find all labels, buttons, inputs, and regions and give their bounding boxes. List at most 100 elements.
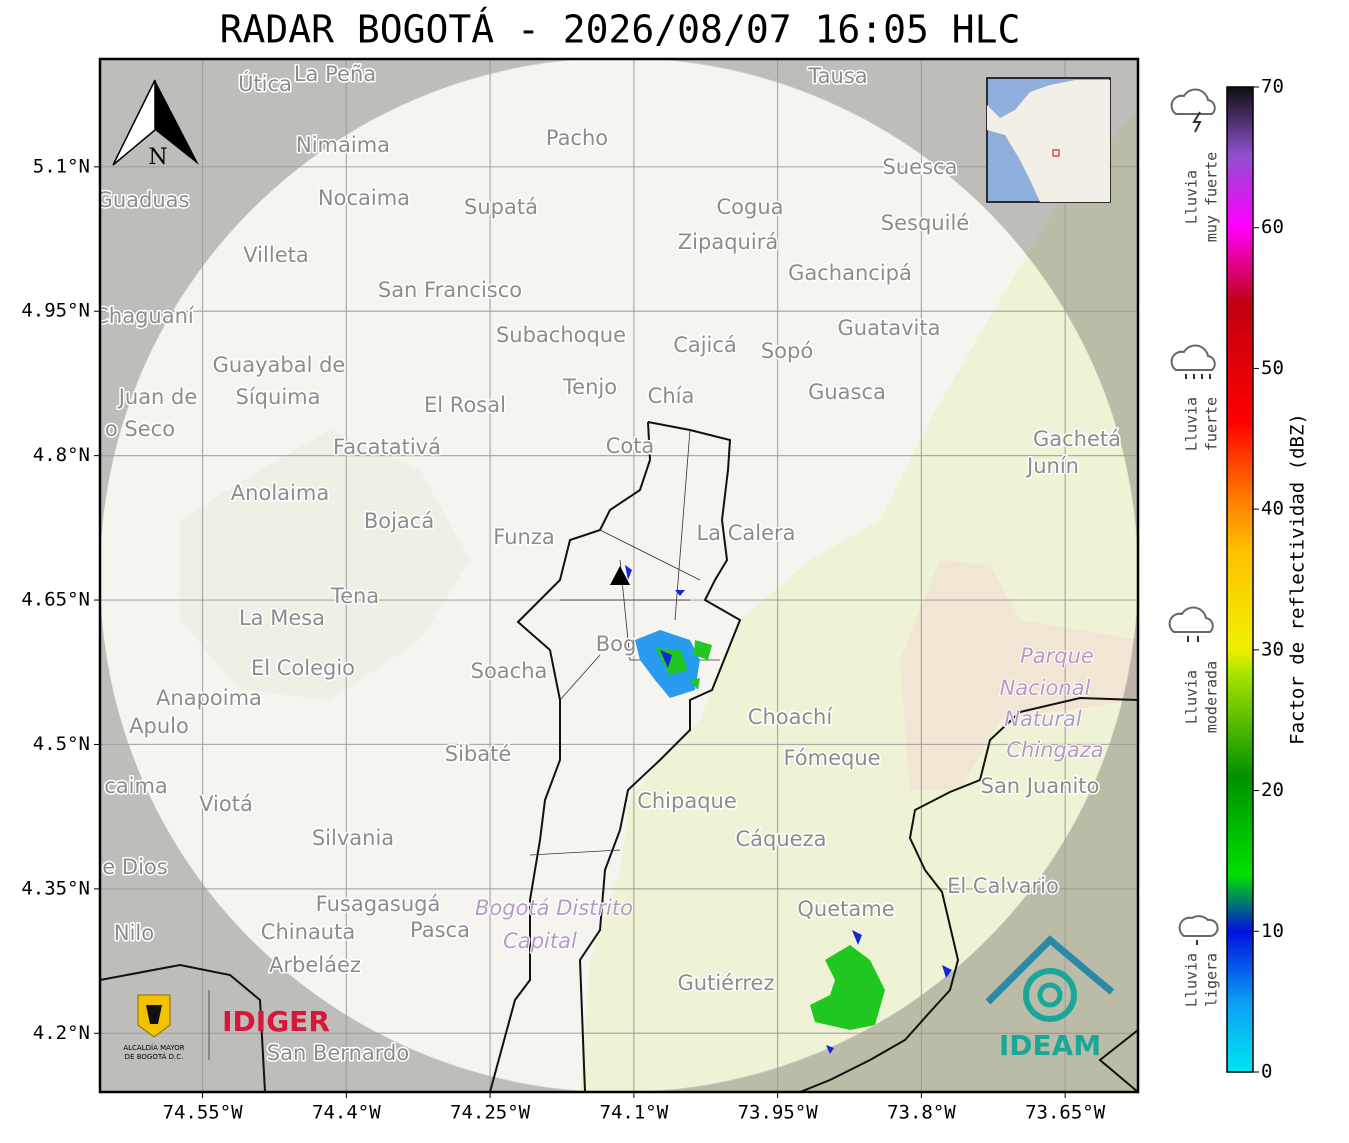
legend-label: fuerte: [1203, 397, 1221, 451]
place-label: El Colegio: [251, 656, 355, 680]
colorbar-tick-label: 50: [1261, 357, 1284, 379]
place-label: Supatá: [464, 195, 538, 219]
place-label: Guatavita: [838, 316, 941, 340]
legend-label: Lluvia: [1183, 170, 1201, 224]
place-label: Funza: [493, 525, 554, 549]
y-tick-label: 4.8°N: [33, 444, 90, 466]
department-boundary: [100, 696, 1138, 1092]
place-label: Cajicá: [673, 333, 737, 357]
place-label: Cogua: [716, 195, 783, 219]
park-area: [900, 560, 1138, 790]
place-label: caima: [104, 774, 168, 798]
ideam-text: IDEAM: [999, 1029, 1101, 1062]
place-label: Guaduas: [97, 188, 190, 212]
inset-map: [986, 77, 1111, 203]
x-tick-label: 73.95°W: [738, 1102, 819, 1124]
place-label: Guasca: [808, 380, 886, 404]
place-label: Anapoima: [156, 686, 262, 710]
colorbar: [1226, 86, 1254, 1073]
idiger-logo: IDIGER: [222, 1005, 330, 1038]
legend-label: moderada: [1203, 661, 1221, 733]
x-tick-label: 74.4°W: [312, 1102, 381, 1124]
place-label: Nocaima: [318, 186, 410, 210]
place-label: Soacha: [471, 659, 548, 683]
echo: [810, 945, 885, 1030]
colorbar-tick-label: 40: [1261, 498, 1284, 520]
place-label: El Calvario: [947, 874, 1059, 898]
title: RADAR BOGOTÁ - 2026/08/07 16:05 HLC: [220, 8, 1021, 52]
north-label: N: [148, 145, 167, 170]
place-label: Gachancipá: [788, 261, 912, 285]
map: Útica La Peña Tausa Pacho Nimaima Suesca Guadu…: [94, 59, 1138, 1092]
legend-label: Lluvia: [1183, 670, 1201, 724]
place-label: Junín: [1025, 454, 1079, 478]
alcaldia-logo: ALCALDÍA MAYOR DE BOGOTÁ D.C.: [123, 990, 210, 1061]
place-label: Zipaquirá: [678, 230, 778, 254]
colorbar-tick-label: 0: [1261, 1061, 1272, 1083]
colorbar-tick-label: 60: [1261, 216, 1284, 238]
place-label: Tausa: [807, 64, 867, 88]
place-label: Pasca: [410, 918, 470, 942]
place-label: La Mesa: [239, 606, 325, 630]
place-label: Natural: [1004, 707, 1082, 731]
place-label: La Calera: [696, 521, 795, 545]
colorbar-tick-label: 30: [1261, 638, 1284, 660]
x-tick-label: 74.25°W: [450, 1102, 531, 1124]
x-tick-label: 74.1°W: [600, 1102, 669, 1124]
place-label: Fusagasugá: [316, 892, 441, 916]
place-label: Juan de: [117, 385, 198, 409]
y-tick-label: 5.1°N: [33, 155, 90, 177]
colorbar-label: Factor de reflectividad (dBZ): [1287, 413, 1309, 745]
y-tick-label: 4.5°N: [33, 733, 90, 755]
place-label: Subachoque: [496, 323, 626, 347]
place-label: Parque: [1020, 644, 1094, 668]
legend-label: Lluvia: [1183, 953, 1201, 1007]
place-label: Viotá: [199, 792, 253, 816]
place-label: Capital: [503, 929, 577, 953]
logo-text: DE BOGOTÁ D.C.: [125, 1052, 184, 1061]
legend-icons: [1168, 88, 1219, 945]
place-label: Chingaza: [1006, 738, 1103, 762]
y-tick-label: 4.2°N: [33, 1022, 90, 1044]
radar-echoes: [625, 565, 952, 1054]
place-label: Útica: [238, 71, 292, 96]
place-label: Nacional: [1000, 676, 1091, 700]
place-label: Arbeláez: [269, 953, 361, 977]
place-label: Sibaté: [445, 742, 512, 766]
place-label: Villeta: [243, 243, 308, 267]
y-tick-label: 4.95°N: [21, 300, 90, 322]
legend-label: ligera: [1203, 953, 1221, 1007]
x-tick-label: 73.8°W: [887, 1102, 956, 1124]
place-label: El Rosal: [424, 393, 506, 417]
place-label: Sopó: [761, 339, 813, 363]
map-frame: [98, 57, 1140, 1094]
colorbar-tick-label: 70: [1261, 76, 1284, 98]
place-label: Gachetá: [1033, 427, 1121, 451]
colorbar-tick-label: 20: [1261, 779, 1284, 801]
ideam-logo: IDEAM: [985, 935, 1115, 1062]
place-label: Chaguaní: [94, 304, 195, 328]
place-label: Nilo: [114, 921, 154, 945]
place-label: Choachí: [748, 705, 834, 729]
place-label: Anolaima: [231, 481, 329, 505]
place-label: e Dios: [102, 855, 167, 879]
place-label: Cáqueza: [736, 827, 827, 851]
colorbar-tick-label: 10: [1261, 920, 1284, 942]
radar-site: [610, 566, 630, 585]
place-label: Nimaima: [296, 133, 390, 157]
x-tick-label: 74.55°W: [163, 1102, 244, 1124]
place-label: Guayabal de: [213, 353, 346, 377]
place-label: Gutiérrez: [678, 971, 775, 995]
legend-label: muy fuerte: [1203, 152, 1221, 242]
place-label: Cota: [606, 434, 655, 458]
logo-text: ALCALDÍA MAYOR: [123, 1043, 184, 1052]
place-label: Sesquilé: [881, 211, 969, 235]
place-label: o Seco: [105, 417, 175, 441]
place-label: Quetame: [797, 897, 894, 921]
y-tick-label: 4.35°N: [21, 877, 90, 899]
place-label: Síquima: [236, 385, 321, 409]
place-label: San Juanito: [981, 774, 1100, 798]
locality-lines: [529, 429, 720, 856]
place-label: La Peña: [294, 62, 376, 86]
